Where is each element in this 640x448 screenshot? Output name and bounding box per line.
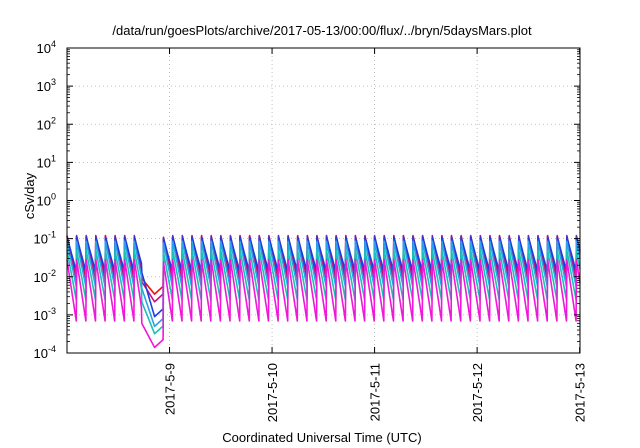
series-line	[66, 240, 581, 328]
y-tick-label: 10-2	[34, 268, 56, 285]
chart-title: /data/run/goesPlots/archive/2017-05-13/0…	[112, 23, 532, 38]
y-tick-label: 10-1	[34, 230, 56, 247]
y-axis-label: cSv/day	[22, 172, 37, 219]
series-line	[66, 235, 581, 303]
tick-marks	[67, 47, 581, 354]
y-tick-label: 101	[37, 153, 56, 170]
x-tick-label: 2017-5-13	[573, 363, 588, 422]
series-lines	[66, 234, 581, 349]
x-tick-label: 2017-5-11	[368, 363, 383, 421]
x-tick-labels: 2017-5-9 2017-5-10 2017-5-11 2017-5-12 2017-…	[163, 363, 588, 422]
y-tick-label: 10-3	[34, 306, 56, 323]
series-line	[66, 236, 581, 318]
series-line	[66, 258, 581, 349]
x-tick-label: 2017-5-9	[163, 363, 178, 415]
y-tick-labels: 10-4 10-3 10-2 10-1 100 101 102 103 104	[34, 39, 56, 361]
x-tick-label: 2017-5-10	[265, 363, 280, 422]
x-axis-label: Coordinated Universal Time (UTC)	[222, 430, 421, 445]
series-line	[66, 249, 581, 335]
x-tick-label: 2017-5-12	[470, 363, 485, 422]
y-tick-label: 100	[37, 192, 56, 209]
y-tick-label: 103	[37, 77, 56, 94]
y-tick-label: 10-4	[34, 344, 56, 361]
y-tick-label: 104	[37, 39, 56, 56]
y-tick-label: 102	[37, 115, 56, 132]
